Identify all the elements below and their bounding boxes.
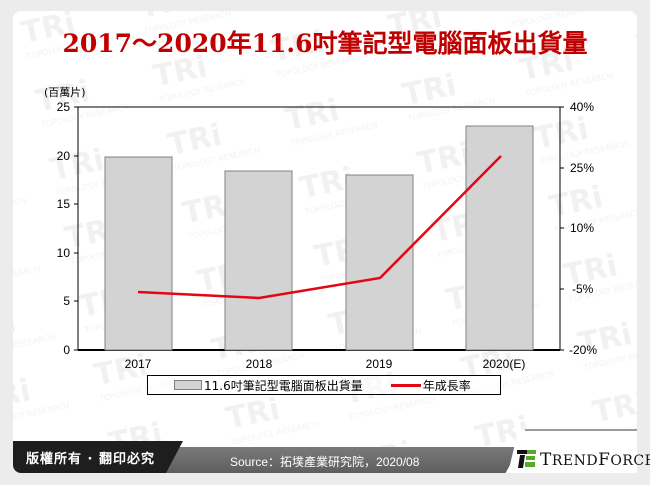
line-legend-swatch-icon xyxy=(390,383,421,387)
bar-legend-label: 11.6吋筆記型電腦面板出貨量 xyxy=(204,378,363,393)
bar-series xyxy=(104,125,534,351)
y2-tick: 40% xyxy=(570,100,595,114)
y-tick: 20 xyxy=(56,149,70,163)
footer-divider xyxy=(525,429,637,431)
x-tick: 2017 xyxy=(124,357,152,371)
y2-tick: -20% xyxy=(569,343,598,357)
x-tick: 2018 xyxy=(245,357,273,371)
y2-tick: 10% xyxy=(570,221,595,235)
bar-2018 xyxy=(224,170,293,351)
x-tick: 2019 xyxy=(365,357,393,371)
chart-title: 2017～2020年11.6吋筆記型電腦面板出貨量 xyxy=(62,29,588,58)
footer-source-band xyxy=(160,447,520,473)
y-tick: 15 xyxy=(56,197,70,211)
y-axis-unit: (百萬片) xyxy=(44,86,86,99)
y-tick: 10 xyxy=(56,246,70,260)
y-tick: 5 xyxy=(63,294,70,308)
bar-2019 xyxy=(345,174,414,351)
y2-tick: -5% xyxy=(572,282,594,296)
bar-2017 xyxy=(104,156,173,351)
line-legend-label: 年成長率 xyxy=(422,378,471,393)
growth-rate-line xyxy=(137,155,502,300)
bar-legend-swatch-icon xyxy=(174,380,202,390)
legend: 11.6吋筆記型電腦面板出貨量 年成長率 xyxy=(147,375,501,395)
bar-2020 xyxy=(465,125,534,351)
y-tick: 25 xyxy=(56,100,70,114)
y-tick: 0 xyxy=(63,343,70,357)
trendforce-logo-text: TRENDFORCE xyxy=(540,450,650,470)
copyright-text: 版權所有 · 翻印必究 xyxy=(26,452,155,467)
y2-tick: 25% xyxy=(570,161,595,175)
x-tick: 2020(E) xyxy=(482,357,526,371)
trendforce-logo-icon xyxy=(517,450,536,468)
footer-copyright-band xyxy=(13,441,183,473)
source-text: Source：拓墣產業研究院，2020/08 xyxy=(230,455,420,469)
